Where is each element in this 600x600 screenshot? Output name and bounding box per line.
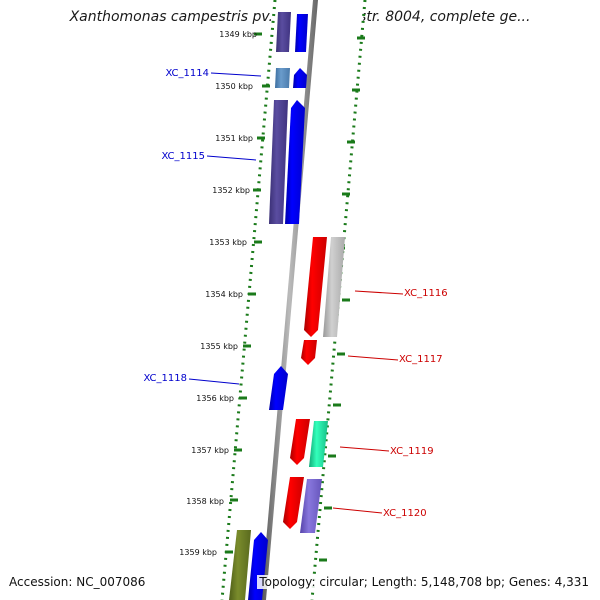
gene-xc1117[interactable] bbox=[301, 340, 317, 365]
gene-label-xc1118[interactable]: XC_1118 bbox=[143, 373, 187, 384]
tick-label: 1355 kbp bbox=[200, 342, 238, 351]
scale-line-left bbox=[220, 0, 277, 600]
map-band bbox=[222, 0, 365, 600]
genome-info-text: Topology: circular; Length: 5,148,708 bp… bbox=[257, 575, 591, 589]
gene-label-xc1120[interactable]: XC_1120 bbox=[383, 508, 427, 519]
leader-line bbox=[347, 355, 399, 361]
gene-feature[interactable] bbox=[295, 14, 308, 52]
gene-xc1120-pair[interactable] bbox=[300, 479, 322, 533]
gene-xc1119[interactable] bbox=[290, 419, 310, 465]
gene-xc1120[interactable] bbox=[283, 477, 304, 529]
gene-xc1114-partner[interactable] bbox=[293, 68, 307, 88]
leader-line bbox=[332, 507, 383, 514]
tick-label: 1352 kbp bbox=[212, 186, 250, 195]
tick-label: 1359 kbp bbox=[179, 548, 217, 557]
gene-xc1118[interactable] bbox=[269, 366, 288, 410]
gene-label-xc1116[interactable]: XC_1116 bbox=[404, 288, 448, 299]
tick-label: 1350 kbp bbox=[215, 82, 253, 91]
accession-text: Accession: NC_007086 bbox=[9, 575, 146, 589]
gene-xc1119-pair[interactable] bbox=[309, 421, 328, 467]
tick-label: 1349 kbp bbox=[219, 30, 257, 39]
gene-xc1115[interactable] bbox=[285, 100, 305, 224]
gene-label-xc1119[interactable]: XC_1119 bbox=[390, 446, 434, 457]
leader-line bbox=[210, 72, 262, 77]
leader-line bbox=[188, 378, 240, 385]
gene-xc1116[interactable] bbox=[304, 237, 327, 337]
gene-xc1115-pair[interactable] bbox=[269, 100, 288, 224]
genome-backbone bbox=[261, 0, 318, 600]
tick-label: 1358 kbp bbox=[186, 497, 224, 506]
gene-label-xc1117[interactable]: XC_1117 bbox=[399, 354, 443, 365]
gene-xc1116-pair[interactable] bbox=[323, 237, 345, 337]
tick-label: 1354 kbp bbox=[205, 290, 243, 299]
tick-label: 1351 kbp bbox=[215, 134, 253, 143]
tick-label: 1356 kbp bbox=[196, 394, 234, 403]
leader-line bbox=[339, 446, 390, 452]
leader-line bbox=[354, 290, 404, 295]
tick-label: 1353 kbp bbox=[209, 238, 247, 247]
gene-label-xc1114[interactable]: XC_1114 bbox=[165, 68, 209, 79]
tick-label: 1357 kbp bbox=[191, 446, 229, 455]
gene-label-xc1115[interactable]: XC_1115 bbox=[161, 151, 205, 162]
gene-xc1114[interactable] bbox=[275, 68, 290, 88]
gene-feature[interactable] bbox=[276, 12, 291, 52]
leader-line bbox=[206, 155, 257, 161]
gene-feature[interactable] bbox=[229, 530, 251, 600]
